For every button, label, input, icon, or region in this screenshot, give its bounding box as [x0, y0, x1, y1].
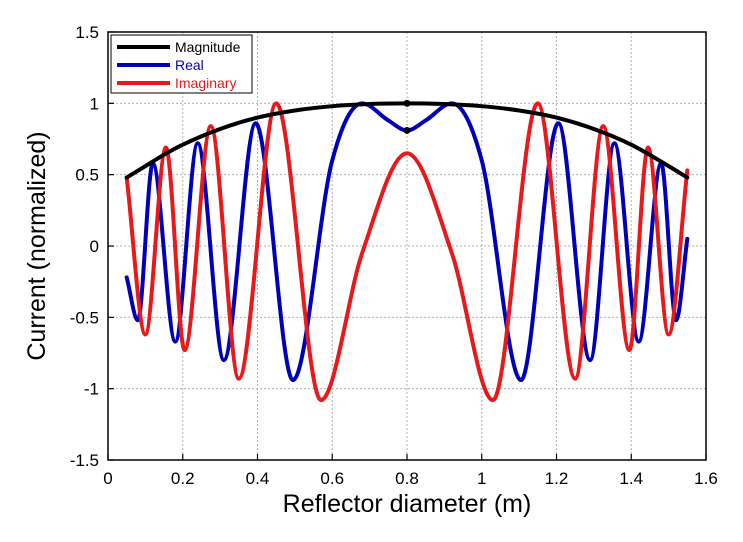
x-tick-label: 1.2 — [545, 469, 569, 488]
y-axis-ticks: 1.5 1 0.5 0 -0.5 -1 -1.5 — [70, 23, 114, 470]
x-tick-label: 0.8 — [395, 469, 419, 488]
x-tick-label: 1 — [477, 469, 486, 488]
legend: Magnitude Real Imaginary — [110, 34, 253, 94]
x-axis-title: Reflector diameter (m) — [283, 490, 532, 518]
y-tick-label: 0.5 — [75, 166, 99, 185]
y-tick-label: 1 — [90, 94, 99, 113]
x-axis-ticks: 0 0.2 0.4 0.6 0.8 1 1.2 1.4 1.6 — [103, 454, 718, 488]
y-tick-label: 0 — [90, 237, 99, 256]
y-axis-title: Current (normalized) — [23, 131, 51, 360]
x-tick-label: 1.4 — [619, 469, 643, 488]
x-tick-label: 0.2 — [171, 469, 195, 488]
y-tick-label: -1 — [84, 380, 99, 399]
y-tick-label: -0.5 — [70, 308, 99, 327]
series-line-magnitude — [124, 101, 690, 180]
x-tick-label: 0.4 — [246, 469, 270, 488]
legend-label-magnitude: Magnitude — [175, 39, 241, 55]
x-tick-label: 0.6 — [320, 469, 344, 488]
legend-label-imaginary: Imaginary — [175, 75, 236, 91]
magnitude-peak-marker — [403, 99, 411, 107]
legend-label-real: Real — [175, 57, 204, 73]
real-center-marker — [403, 126, 411, 134]
y-tick-label: 1.5 — [75, 23, 99, 42]
series-line-imaginary — [124, 101, 690, 403]
x-tick-label: 0 — [103, 469, 112, 488]
series-group — [124, 99, 690, 403]
y-tick-label: -1.5 — [70, 451, 99, 470]
x-tick-label: 1.6 — [694, 469, 718, 488]
